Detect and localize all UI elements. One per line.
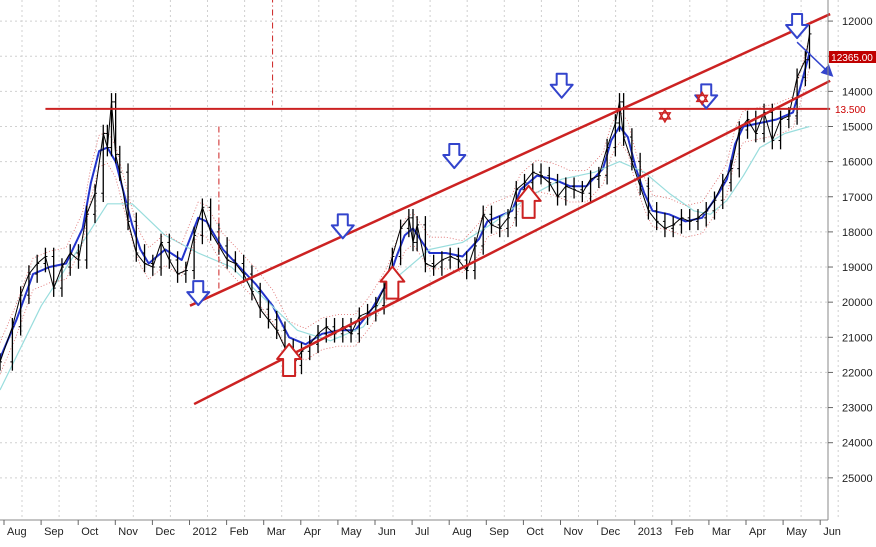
x-tick-label: Mar: [267, 526, 286, 538]
star-marker: [695, 90, 709, 103]
x-tick-label: Oct: [526, 526, 543, 538]
up-arrow-marker: [276, 342, 303, 377]
x-tick-label: May: [341, 526, 362, 538]
x-tick-label: Apr: [749, 526, 766, 538]
x-tick-label: Dec: [601, 526, 621, 538]
lower-envelope-line: [0, 68, 810, 375]
y-tick-label: 12000: [842, 16, 873, 28]
projection-arrow: [796, 41, 834, 77]
x-tick-label: Oct: [81, 526, 98, 538]
down-arrow-marker: [549, 72, 574, 99]
gridlines: [0, 0, 839, 520]
x-tick-label: May: [786, 526, 807, 538]
plot-layer: [0, 25, 812, 391]
x-tick-label: 2013: [638, 526, 662, 538]
star-marker: [658, 108, 672, 120]
star-marker: [658, 112, 672, 124]
y-tick-label: 21000: [842, 332, 873, 344]
y-tick-label: 19000: [842, 262, 873, 274]
y-tick-label: 24000: [842, 438, 873, 450]
x-tick-label: Jun: [378, 526, 396, 538]
channel-lower-line: [193, 79, 831, 406]
x-tick-label: Dec: [155, 526, 175, 538]
moving-average-line: [0, 125, 810, 391]
y-tick-label: 22000: [842, 367, 873, 379]
target-price-label: 13.500: [835, 105, 866, 116]
down-arrow-marker: [442, 143, 467, 170]
y-tick-label: 16000: [842, 157, 873, 169]
y-tick-label: 25000: [842, 473, 873, 485]
upper-envelope-line: [0, 36, 810, 343]
x-axis: Aug Sep Oct Nov Dec 2012 Feb Mar Apr May Jun Jul Aug…: [3, 520, 841, 538]
up-arrow-marker: [515, 184, 542, 219]
x-tick-label: Aug: [452, 526, 472, 538]
overlay-layer: [45, 0, 834, 406]
x-tick-label: Apr: [304, 526, 321, 538]
plot-area: [0, 0, 828, 520]
x-tick-label: Nov: [564, 526, 584, 538]
y-tick-label: 15000: [842, 121, 873, 133]
x-tick-label: 2012: [193, 526, 217, 538]
x-tick-label: Sep: [44, 526, 64, 538]
x-tick-label: Mar: [712, 526, 731, 538]
down-arrow-marker: [785, 13, 810, 40]
price-labels: 12365.00 13.500: [829, 51, 876, 116]
x-tick-label: Feb: [230, 526, 249, 538]
x-tick-label: Aug: [7, 526, 27, 538]
down-arrow-marker: [186, 280, 211, 307]
last-price-box: [829, 51, 876, 63]
x-tick-label: Feb: [675, 526, 694, 538]
y-tick-label: 20000: [842, 297, 873, 309]
x-tick-label: Jun: [823, 526, 841, 538]
price-line: [0, 33, 810, 367]
x-tick-label: Nov: [118, 526, 138, 538]
y-axis: 1200013000140001500016000170001800019000…: [828, 16, 873, 485]
down-arrow-marker: [330, 213, 355, 240]
y-tick-label: 23000: [842, 403, 873, 415]
x-tick-label: Sep: [489, 526, 509, 538]
y-tick-label: 18000: [842, 227, 873, 239]
channel-upper-line: [189, 12, 831, 307]
up-arrow-marker: [379, 265, 406, 300]
last-price-label: 12365.00: [831, 53, 873, 64]
x-tick-label: Jul: [415, 526, 429, 538]
y-tick-label: 17000: [842, 192, 873, 204]
star-marker: [695, 94, 709, 106]
y-tick-label: 14000: [842, 86, 873, 98]
